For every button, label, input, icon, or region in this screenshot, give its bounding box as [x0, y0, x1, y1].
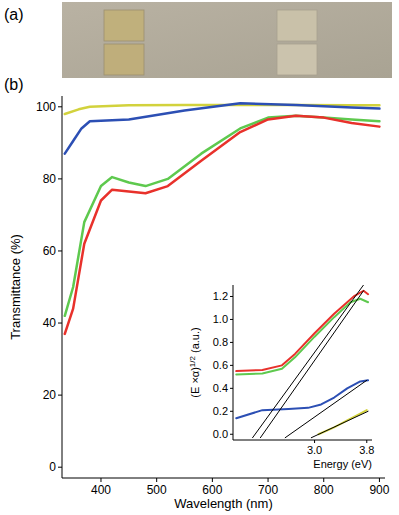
x-tick-label: 400: [91, 483, 111, 497]
y-tick-label: 0: [49, 460, 56, 474]
x-axis-title: Wavelength (nm): [174, 496, 273, 511]
x-tick: [268, 478, 269, 482]
x-tick: [156, 478, 157, 482]
y-axis-title-main: (E ×α): [189, 367, 201, 398]
x-tick: [323, 478, 324, 482]
series-line: [236, 380, 368, 418]
y-tick-label: 20: [43, 388, 57, 402]
y-axis-title: (E ×α)1/2 (a.u.): [188, 327, 201, 397]
y-tick-label: 0.0: [213, 428, 228, 440]
y-tick-label: 100: [36, 100, 56, 114]
y-tick: [58, 106, 62, 107]
y-tick-label: 40: [43, 316, 57, 330]
y-tick-label: 1.0: [213, 313, 228, 325]
x-tick: [100, 478, 101, 482]
x-tick-label: 500: [147, 483, 167, 497]
y-axis-title: Transmittance (%): [8, 234, 23, 340]
film-square: [104, 10, 144, 41]
y-tick: [230, 388, 233, 389]
photo: [62, 2, 392, 78]
series-line: [236, 291, 368, 371]
chart-0: 400 500 600 700 800 900 0 20 40 60 80 100 Wavelength…: [8, 96, 390, 511]
x-axis-title: Energy (eV): [313, 458, 372, 470]
x-tick-label: 900: [369, 483, 389, 497]
y-tick: [230, 434, 233, 435]
chart-1: 3.0 3.8 0.0 0.2 0.4 0.6 0.8 1.0 1.2 Energy (eV) (E…: [185, 281, 376, 470]
y-tick: [230, 411, 233, 412]
y-tick: [58, 395, 62, 396]
series-line: [236, 299, 368, 375]
x-tick-label: 800: [314, 483, 334, 497]
panel-label: (a): [4, 6, 24, 23]
x-tick: [379, 478, 380, 482]
panel-label: (b): [4, 76, 24, 93]
series-group: [236, 285, 368, 438]
y-tick: [58, 323, 62, 324]
fit-line: [285, 380, 367, 437]
y-tick: [58, 467, 62, 468]
film-square: [277, 10, 317, 41]
fit-line: [311, 411, 368, 437]
x-tick-label: 600: [202, 483, 222, 497]
film-square: [277, 44, 317, 75]
y-tick-label: 1.2: [213, 290, 228, 302]
y-axis-title-unit: (a.u.): [189, 327, 201, 353]
x-tick: [366, 440, 367, 443]
x-axis: [233, 440, 372, 441]
x-axis: [62, 478, 385, 479]
figure: (a) 400 500 600 700 800 900 0 20 40 60 80 100 Wavelen…: [0, 0, 399, 515]
y-tick-label: 0.8: [213, 336, 228, 348]
y-axis: [62, 96, 63, 478]
x-tick-label: 700: [258, 483, 278, 497]
x-tick: [314, 440, 315, 443]
y-tick-label: 0.2: [213, 405, 228, 417]
y-tick: [230, 342, 233, 343]
x-tick-label: 3.0: [307, 444, 322, 456]
y-tick: [58, 250, 62, 251]
film-square: [104, 44, 144, 75]
y-tick-label: 60: [43, 244, 57, 258]
fit-line: [260, 291, 363, 438]
y-tick-label: 0.4: [213, 382, 228, 394]
y-tick: [58, 178, 62, 179]
y-tick: [230, 296, 233, 297]
y-axis: [233, 285, 234, 440]
y-axis-title-superscript: 1/2: [188, 355, 197, 367]
x-tick: [212, 478, 213, 482]
photo-background: [62, 2, 392, 78]
y-tick: [230, 319, 233, 320]
y-tick: [230, 365, 233, 366]
x-tick-label: 3.8: [359, 444, 374, 456]
inset-background: [185, 281, 376, 468]
y-tick-label: 80: [43, 172, 57, 186]
fit-line: [253, 285, 364, 438]
y-tick-label: 0.6: [213, 359, 228, 371]
